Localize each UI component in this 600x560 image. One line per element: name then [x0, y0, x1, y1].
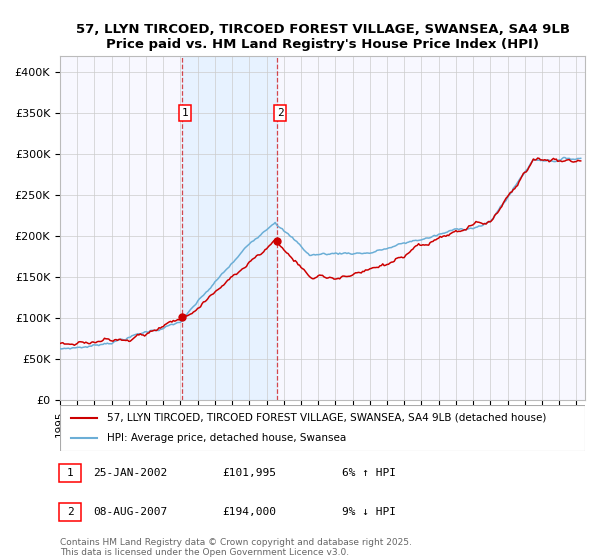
Text: 1: 1 [181, 108, 188, 118]
Title: 57, LLYN TIRCOED, TIRCOED FOREST VILLAGE, SWANSEA, SA4 9LB
Price paid vs. HM Lan: 57, LLYN TIRCOED, TIRCOED FOREST VILLAGE… [76, 22, 569, 50]
Text: 2: 2 [67, 507, 74, 517]
Text: Contains HM Land Registry data © Crown copyright and database right 2025.
This d: Contains HM Land Registry data © Crown c… [60, 538, 412, 557]
FancyBboxPatch shape [60, 405, 585, 451]
Text: HPI: Average price, detached house, Swansea: HPI: Average price, detached house, Swan… [107, 433, 347, 443]
Text: £194,000: £194,000 [222, 507, 276, 517]
Text: 57, LLYN TIRCOED, TIRCOED FOREST VILLAGE, SWANSEA, SA4 9LB (detached house): 57, LLYN TIRCOED, TIRCOED FOREST VILLAGE… [107, 413, 547, 423]
Text: 25-JAN-2002: 25-JAN-2002 [93, 468, 167, 478]
Text: 08-AUG-2007: 08-AUG-2007 [93, 507, 167, 517]
Text: 9% ↓ HPI: 9% ↓ HPI [342, 507, 396, 517]
Text: 6% ↑ HPI: 6% ↑ HPI [342, 468, 396, 478]
Bar [182, 56, 277, 400]
Text: 1: 1 [67, 468, 74, 478]
Text: 2: 2 [277, 108, 284, 118]
Text: £101,995: £101,995 [222, 468, 276, 478]
